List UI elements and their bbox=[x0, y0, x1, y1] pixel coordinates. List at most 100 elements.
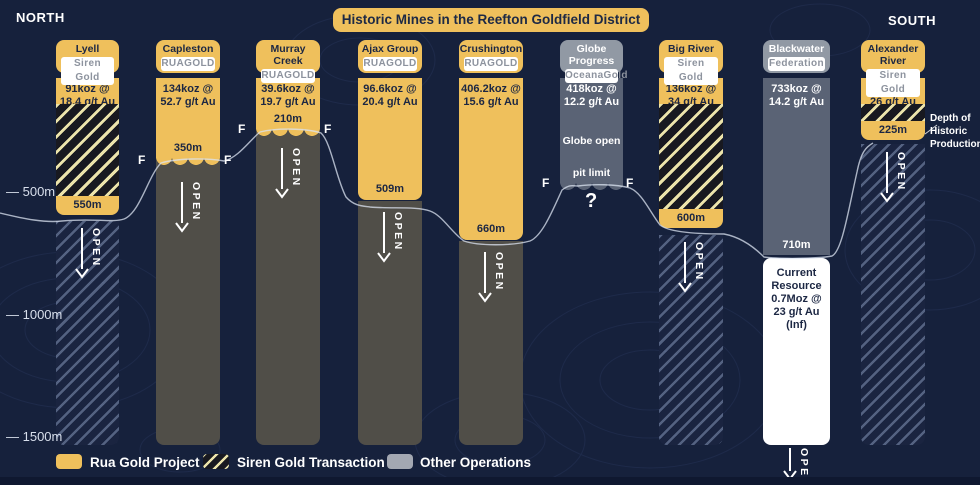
footer-strip bbox=[0, 477, 980, 485]
wavy-edge-globe-progress bbox=[560, 182, 623, 190]
open-label: OPEN bbox=[190, 182, 202, 222]
depth-axis-tick-1000m: — 1000m bbox=[6, 307, 63, 322]
depth-label-blackwater: 710m bbox=[782, 239, 811, 251]
compass-south-label: SOUTH bbox=[888, 13, 936, 28]
mine-column-globe-progress: 418koz @ 12.2 g/t Au Globe open pit limi… bbox=[560, 78, 623, 182]
open-marker-ajax-group: OPEN bbox=[376, 211, 406, 269]
mine-name: Alexander River bbox=[867, 43, 919, 67]
stat-line-1: 96.6koz @ bbox=[363, 83, 417, 95]
stat-line-1: 733koz @ bbox=[771, 83, 822, 95]
mine-owner: Federation bbox=[768, 57, 825, 71]
mine-column-blackwater: 733koz @ 14.2 g/t Au 710m bbox=[763, 78, 830, 255]
stats-text: 96.6koz @ 20.4 g/t Au bbox=[358, 78, 422, 108]
mine-column-murray-creek: 39.6koz @ 19.7 g/t Au 210m bbox=[256, 78, 320, 128]
open-label: OPEN bbox=[290, 148, 302, 188]
depth-label-lyell: 550m bbox=[56, 196, 119, 215]
legend-label-rua-gold: Rua Gold Project bbox=[90, 455, 200, 470]
mine-header-crushington: Crushington RUAGOLD bbox=[459, 40, 523, 73]
mine-name: Globe Progress bbox=[568, 43, 615, 67]
depth-label-alexander-river: 225m bbox=[861, 121, 925, 140]
depth-label-murray-creek: 210m bbox=[273, 113, 303, 125]
wavy-edge-murray-creek bbox=[256, 128, 320, 136]
mine-owner: OceanaGold bbox=[565, 69, 628, 83]
resource-line: Current bbox=[776, 267, 817, 279]
compass-north-label: NORTH bbox=[16, 10, 65, 25]
stat-line-1: 406.2koz @ bbox=[461, 83, 521, 95]
depth-label-capleston: 350m bbox=[173, 142, 203, 154]
stats-text: 39.6koz @ 19.7 g/t Au bbox=[256, 78, 320, 108]
mine-header-big-river: Big River Siren Gold bbox=[659, 40, 723, 85]
globe-open-note: Globe open bbox=[562, 135, 621, 147]
down-arrow-icon bbox=[75, 228, 89, 279]
mine-header-murray-creek: Murray Creek RUAGOLD bbox=[256, 40, 320, 83]
legend-swatch-other-operations bbox=[387, 454, 413, 469]
mine-owner: Siren Gold bbox=[866, 69, 920, 97]
down-arrow-icon bbox=[377, 212, 391, 263]
down-arrow-icon bbox=[678, 242, 692, 293]
note-line: Production bbox=[930, 139, 980, 150]
resource-line: 23 g/t Au bbox=[773, 306, 820, 318]
mine-header-blackwater: Blackwater Federation bbox=[763, 40, 830, 73]
note-line: Depth of bbox=[930, 113, 971, 124]
depth-label-big-river: 600m bbox=[659, 209, 723, 228]
pit-limit-note: pit limit bbox=[572, 167, 611, 179]
resource-line: Resource bbox=[771, 280, 822, 292]
stat-line-1: 91koz @ bbox=[65, 83, 110, 95]
down-arrow-icon bbox=[783, 448, 797, 481]
mine-name: Ajax Group bbox=[361, 43, 419, 55]
mine-owner: RUAGOLD bbox=[363, 57, 417, 71]
down-arrow-icon bbox=[275, 148, 289, 199]
mine-header-ajax-group: Ajax Group RUAGOLD bbox=[358, 40, 422, 73]
depth-axis-tick-500m: — 500m bbox=[6, 184, 56, 199]
stat-line-2: 52.7 g/t Au bbox=[160, 95, 216, 108]
stat-line-2: 19.7 g/t Au bbox=[260, 95, 316, 108]
resource-line: (Inf) bbox=[786, 319, 807, 331]
open-marker-capleston: OPEN bbox=[174, 181, 204, 239]
mine-owner: Siren Gold bbox=[664, 57, 718, 85]
open-marker-murray-creek: OPEN bbox=[274, 147, 304, 205]
stats-text: 733koz @ 14.2 g/t Au bbox=[763, 78, 830, 108]
open-marker-alexander-river: OPEN bbox=[879, 151, 909, 209]
down-arrow-icon bbox=[175, 182, 189, 233]
siren-hatch-column-big-river bbox=[659, 104, 723, 209]
mine-name: Crushington bbox=[459, 43, 523, 55]
mine-name: Lyell bbox=[75, 43, 100, 55]
legend-label-siren-gold: Siren Gold Transaction bbox=[237, 455, 385, 470]
page-title: Historic Mines in the Reefton Goldfield … bbox=[333, 8, 649, 32]
mine-name: Big River bbox=[667, 43, 715, 55]
open-extension-crushington bbox=[459, 241, 523, 445]
depth-label-crushington: 660m bbox=[476, 223, 506, 235]
mine-name: Murray Creek bbox=[270, 43, 306, 67]
fault-mark: F bbox=[238, 122, 246, 136]
legend-swatch-siren-gold bbox=[203, 454, 229, 469]
open-label: OPEN bbox=[90, 228, 102, 268]
fault-mark: F bbox=[224, 153, 232, 167]
down-arrow-icon bbox=[478, 252, 492, 303]
mine-column-capleston: 134koz @ 52.7 g/t Au 350m bbox=[156, 78, 220, 157]
siren-hatch-column-alexander-river bbox=[861, 104, 925, 121]
mine-name: Blackwater bbox=[768, 43, 825, 55]
open-marker-lyell: OPEN bbox=[74, 227, 104, 285]
mine-header-alexander-river: Alexander River Siren Gold bbox=[861, 40, 925, 97]
depth-axis-tick-1500m: — 1500m bbox=[6, 429, 63, 444]
fault-mark: F bbox=[542, 176, 550, 190]
fault-mark: F bbox=[138, 153, 146, 167]
resource-line: 0.7Moz @ bbox=[771, 293, 822, 305]
current-resource-box: Current Resource 0.7Moz @ 23 g/t Au (Inf… bbox=[763, 258, 830, 445]
mine-name: Capleston bbox=[162, 43, 214, 55]
down-arrow-icon bbox=[880, 152, 894, 203]
open-marker-big-river: OPEN bbox=[677, 241, 707, 299]
depth-of-historic-production-note: Depth of Historic Production bbox=[930, 112, 980, 151]
legend-swatch-rua-gold bbox=[56, 454, 82, 469]
legend-label-other-operations: Other Operations bbox=[420, 455, 532, 470]
stats-text: 406.2koz @ 15.6 g/t Au bbox=[459, 78, 523, 108]
mine-header-lyell: Lyell Siren Gold bbox=[56, 40, 119, 85]
mine-owner: RUAGOLD bbox=[464, 57, 518, 71]
mine-owner: RUAGOLD bbox=[261, 69, 315, 83]
mine-header-globe-progress: Globe Progress OceanaGold bbox=[560, 40, 628, 83]
open-label: OPEN bbox=[493, 252, 505, 292]
stat-line-1: 418koz @ bbox=[566, 83, 617, 95]
mine-owner: RUAGOLD bbox=[161, 57, 215, 71]
open-marker-crushington: OPEN bbox=[477, 251, 507, 309]
